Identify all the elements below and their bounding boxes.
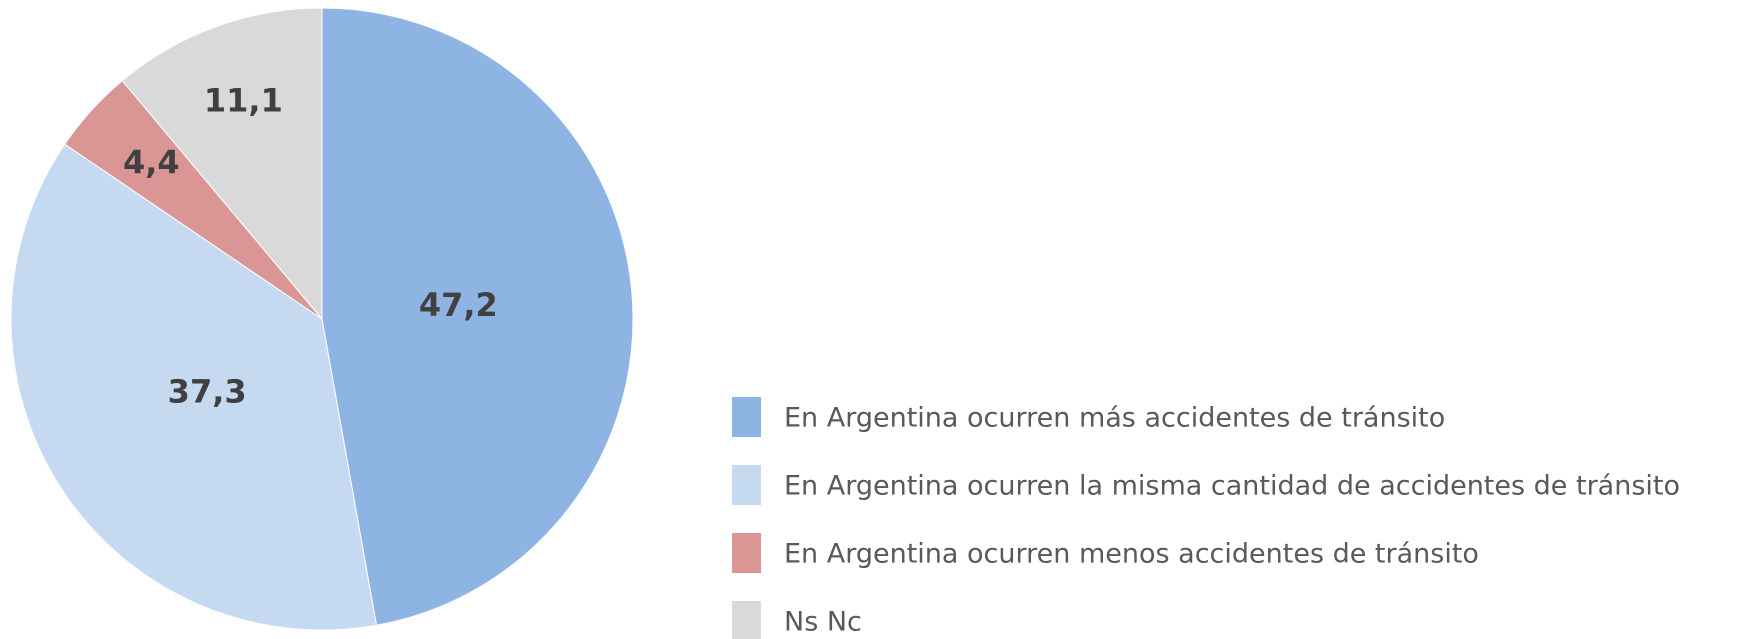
legend-label: Ns Nc	[784, 607, 862, 638]
pie-slice	[121, 7, 323, 321]
value-label: 47,2	[419, 286, 498, 324]
legend-label: En Argentina ocurren la misma cantidad d…	[784, 471, 1680, 502]
value-label: 4,4	[123, 144, 180, 182]
value-label: 11,1	[204, 82, 283, 120]
legend-swatch	[732, 533, 761, 573]
pie-slice	[321, 7, 634, 626]
legend-label: En Argentina ocurren más accidentes de t…	[784, 403, 1445, 434]
legend-swatch	[732, 601, 761, 639]
legend-swatch	[732, 397, 761, 437]
legend-swatch	[732, 465, 761, 505]
pie-slice	[10, 143, 378, 631]
value-label: 37,3	[168, 372, 247, 410]
legend-label: En Argentina ocurren menos accidentes de…	[784, 539, 1479, 570]
